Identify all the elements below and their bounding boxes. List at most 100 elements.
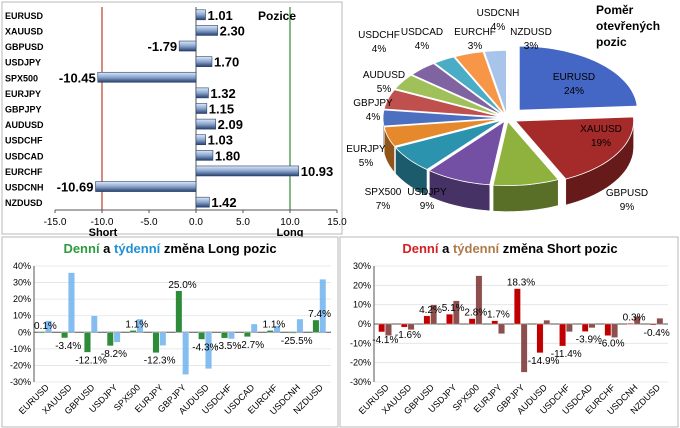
long-bar-t-denn--xauusd xyxy=(68,272,75,333)
short-value-label-usdjpy: 5.1% xyxy=(442,303,465,314)
pie-pct-eurjpy: 5% xyxy=(359,158,374,169)
position-value-label-nzdusd: 1.42 xyxy=(211,195,236,210)
long-bar-t-denn--spx500 xyxy=(136,318,144,333)
short-title-part-1: a xyxy=(438,241,452,256)
positions-chart-title: Pozice xyxy=(258,9,296,23)
long-value-label-gbpjpy: 25.0% xyxy=(168,280,196,291)
short-bar-denn--spx500 xyxy=(468,318,476,325)
x-tick-label-3: 0.0 xyxy=(189,217,203,228)
pie-slice-usdchf xyxy=(394,74,503,117)
pie-slice-eurusd xyxy=(518,45,638,111)
long-value-label-nzdusd: 7.4% xyxy=(308,309,331,320)
pie-pct-audusd: 5% xyxy=(377,84,392,95)
pie-label-gbpusd: GBPUSD xyxy=(606,188,648,199)
position-value-label-usdjpy: 1.70 xyxy=(214,55,239,70)
short-y-tick-label-3: 0% xyxy=(358,319,371,329)
short-value-label-usdcnh: 0.3% xyxy=(623,312,646,323)
short-bar-t-denn--usdchf xyxy=(566,323,573,332)
position-bar-gbpjpy xyxy=(195,103,208,114)
pie-slice-gbpjpy xyxy=(382,109,502,127)
long-bar-denn--gbpjpy xyxy=(175,290,183,333)
pie-pct-gbpjpy: 4% xyxy=(366,112,381,123)
pie-title-line-3: pozic xyxy=(596,35,627,49)
pie-label-eurchf: EURCHF xyxy=(454,27,496,38)
short-bar-t-denn--eurchf xyxy=(611,323,618,338)
long-bar-t-denn--usdcad xyxy=(250,323,258,333)
position-value-label-eurchf: 10.93 xyxy=(301,164,334,179)
pie-pct-usdcnh: 4% xyxy=(491,22,506,33)
x-tick-label-5: 10.0 xyxy=(280,217,300,228)
short-bar-denn--usdcnh xyxy=(627,323,634,325)
long-bar-denn--eurchf xyxy=(266,330,274,333)
long-change-chart: Denní a týdenní změna Long pozic -30% -20%… xyxy=(1,236,339,428)
pie-label-gbpjpy: GBPJPY xyxy=(353,98,393,109)
long-value-label-audusd: -4.3% xyxy=(192,342,218,353)
pie-slice-spx500 xyxy=(394,119,503,170)
short-bar-t-denn--eurusd xyxy=(385,323,392,336)
short-value-label-eurusd: -4.1% xyxy=(372,335,398,346)
short-value-label-eurjpy: 1.7% xyxy=(487,310,510,321)
pie-label-audusd: AUDUSD xyxy=(363,70,405,81)
pie-slice-usdcnh xyxy=(454,51,506,115)
long-label: Long xyxy=(277,227,304,239)
long-bar-denn--usdcad xyxy=(244,332,251,337)
short-y-tick-label-2: -10% xyxy=(350,338,371,348)
long-bar-denn--eurjpy xyxy=(152,332,160,353)
pie-pct-usdchf: 4% xyxy=(372,44,387,55)
position-bar-spx500 xyxy=(97,71,197,83)
short-bar-denn--eurchf xyxy=(604,323,612,336)
short-value-label-xauusd: -1.6% xyxy=(395,330,421,341)
short-bar-denn--eurjpy xyxy=(491,320,499,325)
position-bar-audusd xyxy=(195,118,216,130)
position-bar-nzdusd xyxy=(195,196,210,208)
category-label-gbpusd: GBPUSD xyxy=(5,42,44,52)
x-tick-label-1: -10.0 xyxy=(91,217,114,228)
category-label-eurjpy: EURJPY xyxy=(5,89,41,99)
long-value-label-gbpusd: -12.1% xyxy=(75,355,107,366)
short-bar-t-denn--usdcnh xyxy=(633,316,641,325)
long-y-tick-label-7: 40% xyxy=(13,261,31,271)
pie-pct-eurchf: 3% xyxy=(468,41,483,52)
pie-pct-usdcad: 4% xyxy=(415,41,430,52)
short-value-label-usdchf: -11.4% xyxy=(551,349,582,360)
short-bar-denn--xauusd xyxy=(400,323,408,328)
short-bar-denn--usdjpy xyxy=(446,313,453,325)
short-bar-denn--usdcad xyxy=(581,323,589,332)
position-bar-usdcad xyxy=(195,150,214,161)
category-label-nzdusd: NZDUSD xyxy=(5,198,43,208)
category-label-gbpjpy: GBPJPY xyxy=(5,105,42,115)
x-tick-label-4: 5.0 xyxy=(236,217,250,228)
pie-slice-xauusd xyxy=(514,116,635,180)
short-bar-t-denn--gbpjpy xyxy=(520,323,528,373)
positions-chart-frame xyxy=(1,1,343,235)
short-title-part-2: týdenní xyxy=(453,241,500,256)
long-value-label-usdchf: -3.5% xyxy=(215,341,241,352)
pie-label-nzdusd: NZDUSD xyxy=(510,27,552,38)
long-title-part-0: Denní xyxy=(63,241,100,256)
position-value-label-usdcnh: -10.69 xyxy=(57,180,94,195)
category-label-usdchf: USDCHF xyxy=(5,136,43,146)
category-label-eurusd: EURUSD xyxy=(5,11,44,21)
pie-label-usdcad: USDCAD xyxy=(401,27,443,38)
long-bar-denn--audusd xyxy=(198,332,205,340)
short-bar-t-denn--gbpusd xyxy=(430,304,437,325)
long-y-tick-label-3: 0% xyxy=(18,327,31,337)
pie-title-line-1: Poměr xyxy=(596,3,634,17)
position-value-label-audusd: 2.09 xyxy=(218,117,243,132)
long-y-tick-label-1: -20% xyxy=(10,360,31,370)
long-y-tick-label-5: 20% xyxy=(13,294,31,304)
position-value-label-gbpjpy: 1.15 xyxy=(209,102,234,117)
pie-pct-gbpusd: 9% xyxy=(620,202,635,213)
positions-chart: -15.0 -10.0 -5.0 0.0 5.0 10.0 15.0 Short Long Poz… xyxy=(1,1,347,239)
position-bar-eurjpy xyxy=(195,87,209,99)
long-bar-t-denn--audusd xyxy=(205,332,212,369)
short-value-label-gbpusd: 4.2% xyxy=(419,305,442,316)
category-label-xauusd: XAUUSD xyxy=(5,26,44,36)
pie-label-usdchf: USDCHF xyxy=(358,30,400,41)
short-title-part-3: změna Short pozic xyxy=(499,241,617,256)
position-value-label-gbpusd: -1.79 xyxy=(148,39,178,54)
position-bar-gbpusd xyxy=(178,40,197,52)
long-bar-t-denn--usdchf xyxy=(228,332,235,340)
